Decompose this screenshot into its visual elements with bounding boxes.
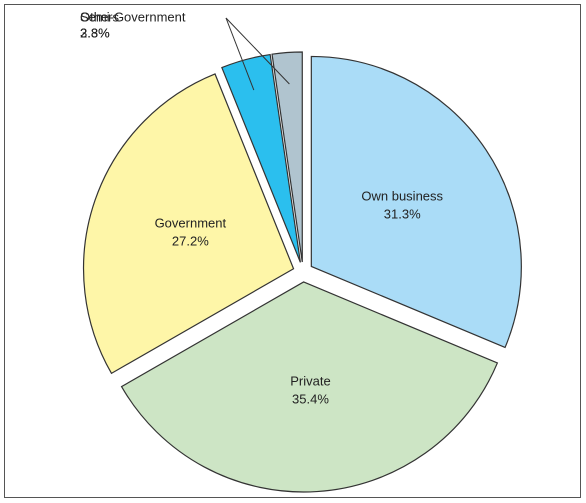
pie-slice	[82, 73, 295, 375]
slice-label: Others	[80, 9, 120, 24]
slice-label: Government	[155, 215, 227, 230]
slice-label: Private	[290, 373, 330, 388]
leader-line	[225, 17, 255, 91]
slice-value-label: 27.2%	[172, 233, 209, 248]
leader-line	[225, 17, 290, 85]
slice-label: Own business	[361, 188, 443, 203]
pie-slice	[120, 281, 499, 493]
slice-value-label: 2.3%	[80, 25, 110, 40]
pie-slice	[221, 53, 301, 263]
slice-value-label: 3.8%	[80, 25, 110, 40]
slice-value-label: 35.4%	[292, 391, 329, 406]
pie-slice	[271, 51, 303, 263]
slice-value-label: 31.3%	[384, 206, 421, 221]
pie-slice	[310, 55, 522, 349]
slice-label: Semi-Government	[80, 9, 186, 24]
